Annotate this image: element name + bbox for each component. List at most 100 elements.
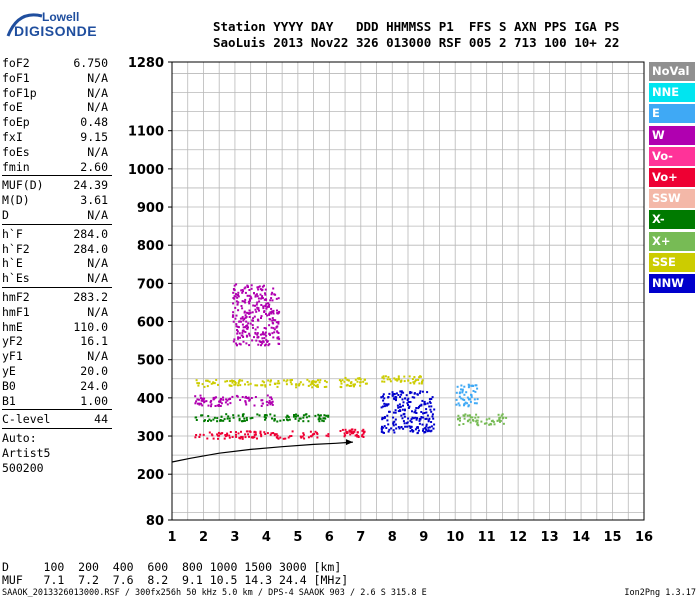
echo-point <box>341 428 344 431</box>
echo-point <box>428 417 431 420</box>
echo-point <box>242 336 245 338</box>
echo-point <box>499 420 501 423</box>
param-key: hmF1 <box>2 304 30 319</box>
echo-point <box>277 322 280 325</box>
echo-point <box>302 420 305 423</box>
echo-point <box>393 393 396 395</box>
echo-point <box>464 413 467 416</box>
profile-arrow <box>345 439 353 446</box>
param-key: yF1 <box>2 349 23 364</box>
echo-point <box>260 433 263 436</box>
param-row: hmF2 283.2 <box>2 290 112 305</box>
echo-point <box>467 398 470 401</box>
echo-point <box>219 401 222 404</box>
echo-point <box>297 419 300 422</box>
echo-point <box>314 430 317 433</box>
echo-point <box>265 313 267 315</box>
echo-point <box>396 379 399 382</box>
echo-point <box>218 400 221 403</box>
legend-item: Vo+ <box>649 167 695 187</box>
file-info: SAAOK_2013326013000.RSF / 300fx256h 50 k… <box>2 588 427 598</box>
plot-frame <box>171 61 645 521</box>
echo-point <box>270 402 273 405</box>
param-key: fxI <box>2 129 23 144</box>
echo-point <box>240 320 242 323</box>
echo-point <box>397 426 400 428</box>
echo-point <box>260 297 263 300</box>
echo-point <box>253 404 256 407</box>
param-value: 3.61 <box>80 193 108 208</box>
echo-point <box>457 402 460 405</box>
profile-curve <box>171 441 353 463</box>
echo-point <box>344 428 347 431</box>
echo-point <box>246 327 249 330</box>
echo-point <box>402 401 405 404</box>
header-line2: SaoLuis 2013 Nov22 326 013000 RSF 005 2 … <box>213 35 620 50</box>
echo-point <box>262 307 265 310</box>
echo-point <box>233 284 236 287</box>
echo-point <box>385 427 388 429</box>
echo-point <box>244 433 247 436</box>
echo-point <box>424 418 427 420</box>
echo-point <box>413 392 416 395</box>
param-value: 9.15 <box>80 129 108 144</box>
echo-point <box>395 392 398 395</box>
echo-point <box>212 437 215 440</box>
echo-point <box>277 320 280 323</box>
echo-point <box>388 392 391 395</box>
echo-point <box>459 391 462 394</box>
echo-point <box>339 385 342 388</box>
echo-point <box>259 432 262 435</box>
echo-point <box>298 417 301 420</box>
param-key: foF2 <box>2 56 30 70</box>
echo-point <box>229 431 232 433</box>
echo-point <box>241 413 244 416</box>
echo-point <box>241 316 244 319</box>
echo-point <box>212 381 215 384</box>
echo-point <box>299 417 302 420</box>
echo-point <box>233 295 236 298</box>
echo-point <box>355 433 358 436</box>
echo-point <box>387 430 390 433</box>
echo-point <box>261 402 264 405</box>
echo-point <box>241 289 244 291</box>
echo-point <box>249 430 252 433</box>
echo-point <box>317 418 320 421</box>
echo-point <box>256 333 259 336</box>
echo-point <box>260 317 262 319</box>
param-row: D N/A <box>2 208 112 223</box>
echo-point <box>317 413 320 416</box>
param-row: fxI 9.15 <box>2 130 112 145</box>
param-key: h`F2 <box>2 241 30 256</box>
echo-point <box>253 436 256 439</box>
echo-point <box>237 309 240 312</box>
echo-point <box>226 380 229 383</box>
echo-point <box>416 393 419 396</box>
echo-point <box>409 425 412 428</box>
echo-point <box>199 394 202 397</box>
param-key: MUF(D) <box>2 178 44 193</box>
echo-point <box>407 407 410 409</box>
echo-point <box>226 403 229 406</box>
echo-point <box>240 289 243 292</box>
echo-point <box>415 418 418 421</box>
echo-point <box>256 295 259 298</box>
echo-point <box>219 399 222 402</box>
echo-point <box>276 309 278 312</box>
echo-point <box>230 384 233 387</box>
param-separator <box>2 409 112 411</box>
echo-point <box>264 331 267 334</box>
echo-point <box>387 376 390 379</box>
echo-point <box>238 380 241 382</box>
param-value: 0.48 <box>80 115 108 130</box>
y-tick-label: 80 <box>146 514 164 529</box>
y-tick-labels: 80 200 300 400 500 600 700 800 900 1000 1100 1280 <box>128 56 172 529</box>
echo-point <box>388 410 391 413</box>
echo-point <box>474 416 477 419</box>
echo-point <box>247 312 249 315</box>
echo-point <box>391 391 394 394</box>
echo-point <box>207 420 209 422</box>
echo-point <box>277 297 280 300</box>
echo-point <box>427 426 430 429</box>
echo-point <box>350 384 353 387</box>
